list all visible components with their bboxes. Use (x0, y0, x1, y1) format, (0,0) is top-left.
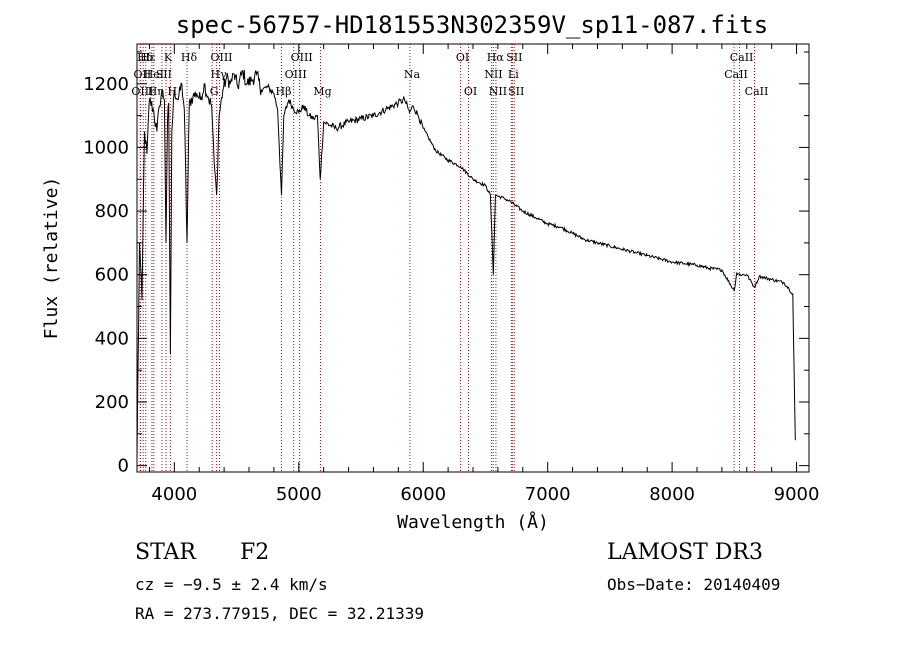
line-marker-label: Hδ (137, 51, 154, 64)
x-tick-label: 4000 (151, 484, 197, 505)
survey-name: LAMOST DR3 (607, 540, 763, 565)
line-marker-label: CaII (724, 68, 748, 81)
line-marker-label: G (210, 85, 219, 98)
line-marker-label: OIII (285, 68, 307, 81)
line-marker-label: H (168, 85, 178, 98)
line-marker-label: Hδ (181, 51, 198, 64)
x-tick-label: 6000 (400, 484, 446, 505)
line-marker-label: NII (484, 68, 502, 81)
y-tick-label: 200 (95, 392, 129, 413)
line-marker-label: K (164, 51, 173, 64)
y-axis-label: Flux (relative) (41, 177, 62, 340)
y-tick-label: 400 (95, 328, 129, 349)
line-marker-label: OII (134, 68, 152, 81)
line-marker-label: Hε (140, 51, 156, 64)
x-axis-label: Wavelength (Å) (397, 511, 549, 533)
x-tick-label: 7000 (525, 484, 571, 505)
line-marker-label: Na (404, 68, 421, 81)
y-tick-label: 800 (95, 201, 129, 222)
line-marker-label: Hβ (276, 85, 292, 98)
line-marker-label: Hη (148, 85, 164, 98)
line-marker-label: SII (508, 85, 524, 98)
x-tick-label: 8000 (649, 484, 695, 505)
x-tick-label: 5000 (276, 484, 322, 505)
line-marker-label: OI (464, 85, 477, 98)
y-tick-label: 1000 (83, 137, 129, 158)
coordinates: RA = 273.77915, DEC = 32.21339 (135, 604, 424, 623)
line-marker-label: OI (456, 51, 469, 64)
y-tick-label: 600 (95, 265, 129, 286)
line-marker-label: NII (489, 85, 507, 98)
line-marker-label: Mg (313, 85, 331, 98)
line-marker-label: CaII (730, 51, 754, 64)
line-marker-label: OIII (210, 51, 232, 64)
line-marker-label: SII (506, 51, 522, 64)
line-marker-label: Hα (487, 51, 505, 64)
line-marker-label: OIII (291, 51, 313, 64)
line-marker-label: SII (156, 68, 172, 81)
line-marker-label: Hγ (211, 68, 228, 81)
y-tick-label: 0 (118, 456, 129, 477)
line-marker-label: Li (508, 68, 519, 81)
plot-frame (136, 43, 810, 473)
flux-series-line (136, 69, 796, 460)
object-subclass: F2 (240, 540, 270, 565)
line-marker-label: CaII (745, 85, 769, 98)
x-tick-label: 9000 (774, 484, 820, 505)
object-class: STAR (135, 540, 196, 565)
redshift-cz: cz = −9.5 ± 2.4 km/s (135, 575, 328, 594)
line-marker-label: OIII (131, 85, 153, 98)
y-tick-label: 1200 (83, 74, 129, 95)
axis-ticks: 4000 5000 6000 7000 8000 9000 0 200 400 600 800 100… (83, 44, 819, 505)
observation-date: Obs−Date: 20140409 (607, 575, 781, 594)
chart-title: spec-56757-HD181553N302359V_sp11-087.fit… (176, 11, 768, 39)
